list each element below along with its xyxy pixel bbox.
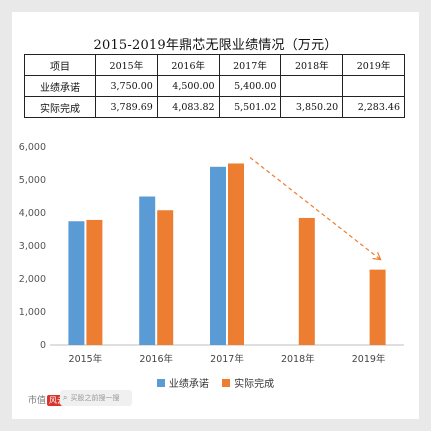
legend-item-actual: 实际完成 bbox=[222, 375, 274, 390]
brand-logo: 市值 风云 bbox=[28, 393, 68, 406]
table-cell: 3,850.20 bbox=[280, 96, 344, 118]
y-tick-label: 0 bbox=[40, 340, 46, 351]
performance-table: 项目 2015年 2016年 2017年 2018年 2019年 业绩承诺 3,… bbox=[24, 54, 405, 118]
table-cell: 3,750.00 bbox=[95, 75, 158, 97]
chart-card: 2015-2019年鼎芯无限业绩情况（万元） 项目 2015年 2016年 20… bbox=[12, 12, 419, 419]
x-tick-label: 2016年 bbox=[139, 353, 173, 365]
table-header-cell: 2016年 bbox=[156, 54, 220, 76]
x-tick-label: 2018年 bbox=[281, 353, 315, 365]
table-cell: 2,283.46 bbox=[342, 96, 405, 118]
y-tick-label: 1,000 bbox=[19, 307, 46, 318]
bar-commitment bbox=[139, 196, 156, 345]
table-row: 业绩承诺 3,750.00 4,500.00 5,400.00 bbox=[24, 75, 405, 97]
table-cell bbox=[342, 75, 405, 97]
table-cell: 5,501.02 bbox=[218, 96, 282, 118]
bar-commitment bbox=[68, 221, 85, 345]
legend-item-commitment: 业绩承诺 bbox=[156, 375, 209, 390]
y-tick-label: 2,000 bbox=[19, 274, 46, 285]
y-tick-label: 5,000 bbox=[19, 175, 46, 186]
table-header-cell: 项目 bbox=[24, 54, 96, 76]
search-icon: ⌕ bbox=[63, 393, 68, 402]
legend-label: 业绩承诺 bbox=[168, 379, 209, 390]
x-tick-label: 2015年 bbox=[69, 353, 103, 365]
legend-swatch-actual bbox=[222, 378, 231, 387]
bar-actual bbox=[157, 210, 174, 345]
x-tick-label: 2019年 bbox=[352, 353, 386, 365]
table-cell: 4,500.00 bbox=[156, 75, 220, 97]
legend-label: 实际完成 bbox=[234, 379, 275, 390]
table-header-cell: 2019年 bbox=[342, 54, 405, 76]
table-row: 实际完成 3,789.69 4,083.82 5,501.02 3,850.20… bbox=[24, 96, 405, 118]
search-placeholder: 买股之前搜一搜 bbox=[70, 394, 120, 402]
bar-actual bbox=[369, 269, 386, 345]
brand-mark: 风云 bbox=[47, 395, 68, 406]
y-tick-label: 4,000 bbox=[19, 208, 46, 219]
trend-arrow-head bbox=[372, 251, 382, 261]
table-cell bbox=[280, 75, 344, 97]
y-tick-label: 3,000 bbox=[19, 241, 46, 252]
table-cell: 3,789.69 bbox=[95, 96, 158, 118]
chart-legend: 业绩承诺 实际完成 bbox=[12, 375, 419, 390]
table-cell: 5,400.00 bbox=[218, 75, 282, 97]
bar-actual bbox=[86, 219, 103, 345]
search-box[interactable]: ⌕ 买股之前搜一搜 bbox=[60, 390, 132, 406]
bar-actual bbox=[298, 217, 315, 345]
table-cell: 4,083.82 bbox=[156, 96, 220, 118]
row-label: 业绩承诺 bbox=[24, 75, 96, 97]
x-tick-label: 2017年 bbox=[210, 353, 244, 365]
bar-chart: 0 1,000 2,000 3,000 4,000 5,000 6,000 2015年 2016… bbox=[19, 142, 404, 365]
table-header-cell: 2017年 bbox=[218, 54, 282, 76]
y-tick-label: 6,000 bbox=[19, 142, 46, 153]
legend-swatch-commitment bbox=[156, 378, 165, 387]
brand-text: 市值 bbox=[28, 396, 47, 406]
bar-commitment bbox=[210, 166, 226, 345]
table-header-row: 项目 2015年 2016年 2017年 2018年 2019年 bbox=[24, 54, 405, 76]
chart-title: 2015-2019年鼎芯无限业绩情况（万元） bbox=[93, 38, 338, 53]
table-header-cell: 2015年 bbox=[95, 54, 158, 76]
bar-actual bbox=[228, 163, 244, 345]
row-label: 实际完成 bbox=[24, 96, 96, 118]
table-header-cell: 2018年 bbox=[280, 54, 344, 76]
trend-arrow-line bbox=[249, 156, 381, 261]
